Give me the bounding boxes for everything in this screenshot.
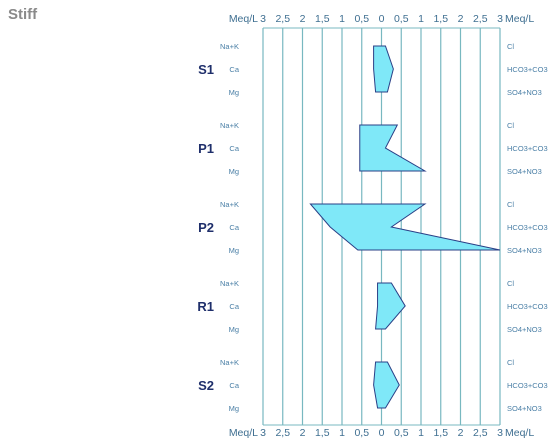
bottom-axis-tick-label: 0,5 [394, 427, 409, 439]
ion-labels: Na+K Cl Ca HCO3+CO3 Mg SO4+NO3 Na+K Cl Ca HCO3+CO… [220, 42, 548, 413]
stiff-polygons [309, 45, 501, 409]
bottom-axis-tick-label: 0 [379, 427, 385, 439]
ion-label-left: Na+K [220, 200, 239, 209]
bottom-axis-tick-label: 1 [418, 427, 424, 439]
top-axis-tick-label: 3 [260, 13, 266, 25]
ion-label-left: Ca [229, 144, 239, 153]
ion-label-right: Cl [507, 279, 514, 288]
bottom-axis-tick-label: 3 [497, 427, 503, 439]
ion-label-right: SO4+NO3 [507, 404, 542, 413]
bottom-axis-tick-label: 1 [339, 427, 345, 439]
bottom-axis-tick-label: 1,5 [433, 427, 448, 439]
bottom-axis-tick-label: 1,5 [315, 427, 330, 439]
top-axis-tick-label: 1 [418, 13, 424, 25]
bottom-axis-tick-label: 3 [260, 427, 266, 439]
ion-label-right: SO4+NO3 [507, 167, 542, 176]
ion-label-right: SO4+NO3 [507, 325, 542, 334]
bottom-axis-tick-label: 2 [458, 427, 464, 439]
ion-label-right: Cl [507, 200, 514, 209]
stiff-polygon-p2 [309, 203, 501, 251]
stiff-polygon-s1 [373, 45, 394, 93]
sample-label: P2 [198, 220, 214, 235]
ion-label-right: HCO3+CO3 [507, 223, 548, 232]
ion-label-right: Cl [507, 42, 514, 51]
ion-label-right: HCO3+CO3 [507, 144, 548, 153]
sample-label: R1 [197, 299, 214, 314]
ion-label-left: Mg [229, 404, 239, 413]
top-axis-tick-label: 3 [497, 13, 503, 25]
top-axis-tick-label: 1,5 [315, 13, 330, 25]
ion-label-left: Na+K [220, 42, 239, 51]
ion-label-right: HCO3+CO3 [507, 65, 548, 74]
top-axis-tick-label: 0 [379, 13, 385, 25]
bottom-axis-unit-label-right: Meq/L [505, 427, 534, 439]
ion-label-right: Cl [507, 121, 514, 130]
ion-label-left: Na+K [220, 279, 239, 288]
ion-label-right: HCO3+CO3 [507, 381, 548, 390]
top-axis-unit-label-left: Meq/L [229, 13, 258, 25]
top-axis-tick-label: 0,5 [394, 13, 409, 25]
sample-label: S1 [198, 62, 214, 77]
sample-label: P1 [198, 141, 214, 156]
ion-label-left: Mg [229, 325, 239, 334]
top-axis-unit-label-right: Meq/L [505, 13, 534, 25]
chart-title: Stiff [8, 6, 38, 23]
top-axis-tick-label: 2 [458, 13, 464, 25]
ion-label-right: SO4+NO3 [507, 88, 542, 97]
bottom-axis-tick-label: 2,5 [275, 427, 290, 439]
bottom-axis-tick-label: 2,5 [473, 427, 488, 439]
grid-lines [262, 27, 501, 426]
ion-label-right: Cl [507, 358, 514, 367]
ion-label-left: Na+K [220, 121, 239, 130]
stiff-polygon-p1 [359, 124, 427, 172]
top-axis-tick-label: 1 [339, 13, 345, 25]
sample-label: S2 [198, 378, 214, 393]
stiff-polygon-s2 [373, 361, 400, 409]
top-axis-tick-label: 2,5 [473, 13, 488, 25]
ion-label-left: Na+K [220, 358, 239, 367]
top-axis-tick-label: 2,5 [275, 13, 290, 25]
ion-label-left: Mg [229, 88, 239, 97]
ion-label-left: Ca [229, 223, 239, 232]
bottom-axis-unit-label-left: Meq/L [229, 427, 258, 439]
top-axis-tick-label: 0,5 [354, 13, 369, 25]
ion-label-right: HCO3+CO3 [507, 302, 548, 311]
ion-label-right: SO4+NO3 [507, 246, 542, 255]
ion-label-left: Ca [229, 65, 239, 74]
stiff-polygon-r1 [375, 282, 406, 330]
bottom-axis-tick-label: 2 [300, 427, 306, 439]
ion-label-left: Ca [229, 302, 239, 311]
top-axis-tick-label: 1,5 [433, 13, 448, 25]
sample-labels: S1 P1 P2 R1 S2 [197, 62, 214, 393]
ion-label-left: Mg [229, 246, 239, 255]
bottom-axis-tick-label: 0,5 [354, 427, 369, 439]
ion-label-left: Ca [229, 381, 239, 390]
ion-label-left: Mg [229, 167, 239, 176]
top-axis-tick-label: 2 [300, 13, 306, 25]
